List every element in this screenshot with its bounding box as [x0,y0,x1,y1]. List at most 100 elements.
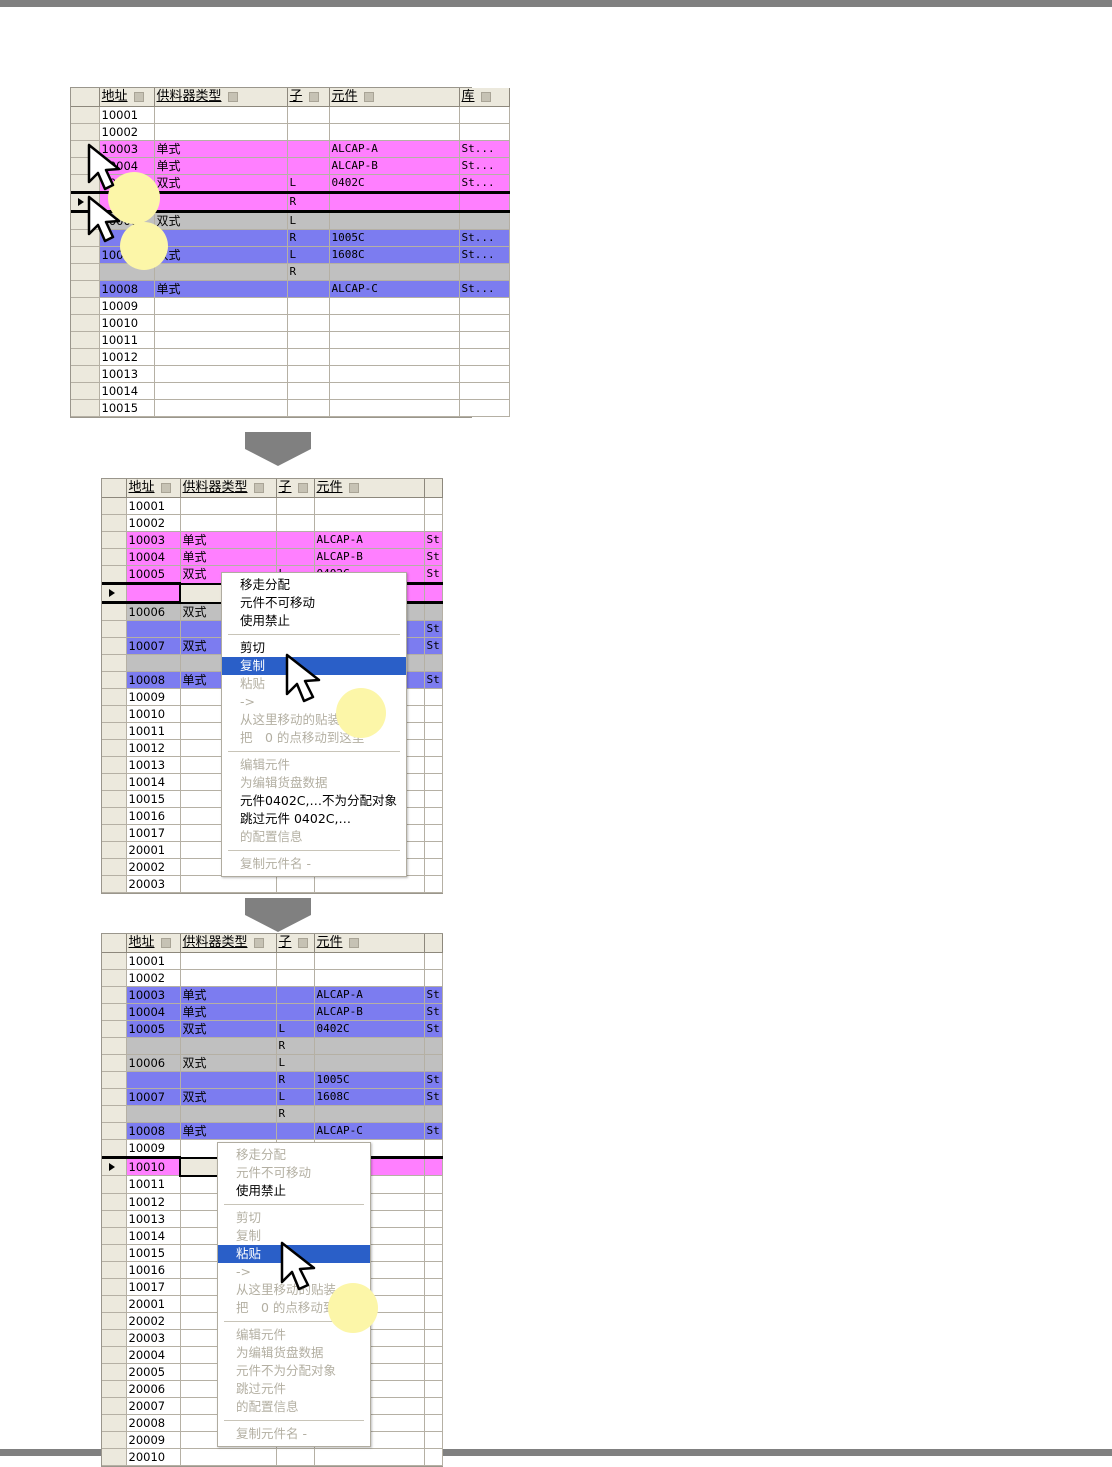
cell-feeder-type[interactable]: 双式 [154,174,288,193]
menu-item[interactable]: 使用禁止 [236,1183,287,1198]
cell-part[interactable]: ALCAP-A [314,986,425,1004]
row-handle[interactable] [102,1054,127,1072]
cell-address[interactable]: 10002 [126,969,181,987]
cell-address[interactable]: 20008 [126,1414,181,1432]
row-handle[interactable] [102,1380,127,1398]
col-filter-icon[interactable] [308,91,319,102]
cell-lib[interactable] [424,1244,443,1262]
cell-address[interactable]: 10017 [126,824,181,842]
cell-feeder-type[interactable]: 单式 [180,531,277,549]
row-handle[interactable] [71,365,100,383]
cell-lib[interactable]: St... [424,548,443,566]
cell-lib[interactable]: St... [424,1020,443,1038]
cell-sub[interactable] [287,140,330,158]
cell-lib[interactable] [424,1054,443,1072]
cell-feeder-type[interactable] [154,123,288,141]
cell-address[interactable]: 10001 [126,497,181,515]
cell-part[interactable] [329,399,460,417]
row-handle[interactable] [102,1312,127,1330]
cell-sub[interactable]: R [287,229,330,247]
cell-part[interactable] [314,875,425,893]
cell-sub[interactable]: L [287,211,330,230]
cell-part[interactable] [329,191,460,213]
cell-part[interactable] [314,1105,425,1123]
table-row[interactable]: 10002 [102,969,443,987]
row-handle[interactable] [102,514,127,532]
col-part[interactable]: 元件 [314,934,425,953]
cell-sub[interactable]: L [276,1020,315,1038]
cell-address[interactable]: 10006 [126,1054,181,1072]
col-part[interactable]: 元件 [329,88,460,107]
cell-address[interactable]: 20005 [126,1363,181,1381]
cell-lib[interactable]: St... [424,1122,443,1140]
row-handle[interactable] [71,229,100,247]
cell-address[interactable]: 10011 [99,331,155,349]
cell-address[interactable]: 10013 [126,756,181,774]
table-row[interactable]: 10014 [71,382,510,400]
table-row[interactable]: 10002 [71,123,510,141]
cell-feeder-type[interactable] [154,365,288,383]
cell-lib[interactable] [459,106,510,124]
col-filter-icon[interactable] [227,91,238,102]
cell-sub[interactable]: R [287,191,330,213]
cell-address[interactable] [126,1105,181,1123]
cell-address[interactable]: 10013 [99,365,155,383]
cell-lib[interactable] [424,1037,443,1055]
cell-address[interactable]: 20001 [126,1295,181,1313]
cell-part[interactable]: ALCAP-B [329,157,460,175]
cell-lib[interactable] [424,841,443,859]
row-handle[interactable] [102,671,127,689]
cell-feeder-type[interactable]: 单式 [180,1003,277,1021]
row-handle[interactable] [71,246,100,264]
row-handle[interactable] [102,1448,127,1466]
cell-address[interactable]: 10009 [99,297,155,315]
cell-sub[interactable]: L [276,1088,315,1106]
cell-sub[interactable] [276,531,315,549]
row-handle[interactable] [102,1431,127,1449]
cell-part[interactable] [329,382,460,400]
cell-part[interactable] [329,123,460,141]
cell-address[interactable]: 10008 [126,671,181,689]
cell-address[interactable]: 20007 [126,1397,181,1415]
cell-sub[interactable] [287,157,330,175]
cell-sub[interactable]: L [287,246,330,264]
cell-feeder-type[interactable] [154,399,288,417]
table-row[interactable]: 20010 [102,1448,443,1466]
col-lib[interactable] [424,479,443,498]
cell-lib[interactable] [459,123,510,141]
cell-part[interactable] [314,1037,425,1055]
row-handle[interactable] [102,824,127,842]
cell-address[interactable]: 10001 [99,106,155,124]
cell-address[interactable]: 10011 [126,722,181,740]
col-filter-icon[interactable] [253,482,264,493]
cell-lib[interactable] [424,875,443,893]
row-handle[interactable] [102,1193,127,1211]
row-handle[interactable] [102,1175,127,1194]
cell-address[interactable]: 10015 [99,399,155,417]
menu-item[interactable]: 使用禁止 [240,613,291,628]
cell-lib[interactable] [424,1227,443,1245]
col-sub[interactable]: 子 [276,479,315,498]
cell-address[interactable]: 20001 [126,841,181,859]
row-handle[interactable] [102,1397,127,1415]
cell-address[interactable]: 10007 [126,637,181,655]
cell-lib[interactable] [424,1278,443,1296]
cell-part[interactable]: 0402C [329,174,460,193]
row-handle[interactable] [71,399,100,417]
cell-lib[interactable] [424,1363,443,1381]
cell-lib[interactable] [424,1175,443,1194]
row-handle[interactable] [102,1071,127,1089]
cell-feeder-type[interactable] [154,348,288,366]
cell-sub[interactable] [287,314,330,332]
cell-feeder-type[interactable]: 双式 [180,1054,277,1072]
cell-lib[interactable] [424,969,443,987]
row-handle[interactable] [102,739,127,757]
row-handle[interactable] [102,705,127,723]
row-handle[interactable] [102,1261,127,1279]
